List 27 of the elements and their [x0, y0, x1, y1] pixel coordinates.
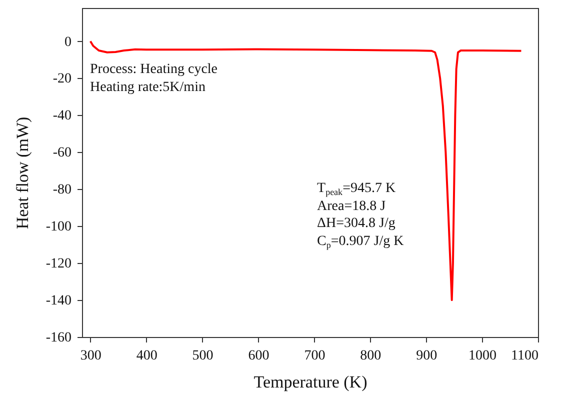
annotation: T$_{peak}$=945.7 K	[317, 181, 396, 197]
line-series	[89, 40, 522, 302]
x-tick-label: 400	[136, 348, 158, 364]
x-axis-title: Temperature (K)	[254, 372, 368, 392]
y-tick-label: -80	[52, 182, 72, 198]
x-tick-label: 1100	[511, 348, 538, 364]
annotation: C$_{p}$=0.907 J/g K	[317, 234, 404, 250]
y-tick-label: -20	[52, 72, 72, 87]
y-tick-label: -40	[52, 108, 72, 124]
x-tick-label: 700	[304, 348, 326, 364]
annotation: ΔH=304.8 J/g	[317, 216, 396, 231]
x-tick-label: 300	[80, 348, 102, 364]
x-tick-label: 500	[192, 348, 214, 364]
y-tick-label: -100	[46, 220, 72, 235]
annotation: Process: Heating cycle	[90, 62, 218, 77]
x-tick-label: 1000	[468, 348, 497, 364]
x-tick-label: 900	[416, 348, 438, 364]
x-tick-label: 600	[248, 348, 270, 364]
annotation: Heating rate:5K/min	[90, 80, 206, 94]
y-tick-label: -60	[52, 146, 72, 161]
y-tick-label: -160	[46, 330, 72, 346]
y-axis-title: Heat flow (mW)	[12, 116, 32, 230]
y-tick-label: 0	[64, 34, 72, 50]
annotation: Area=18.8 J	[317, 198, 386, 214]
y-tick-label: -140	[46, 294, 72, 309]
y-tick-label: -120	[46, 256, 72, 272]
x-tick-label: 800	[360, 348, 382, 364]
